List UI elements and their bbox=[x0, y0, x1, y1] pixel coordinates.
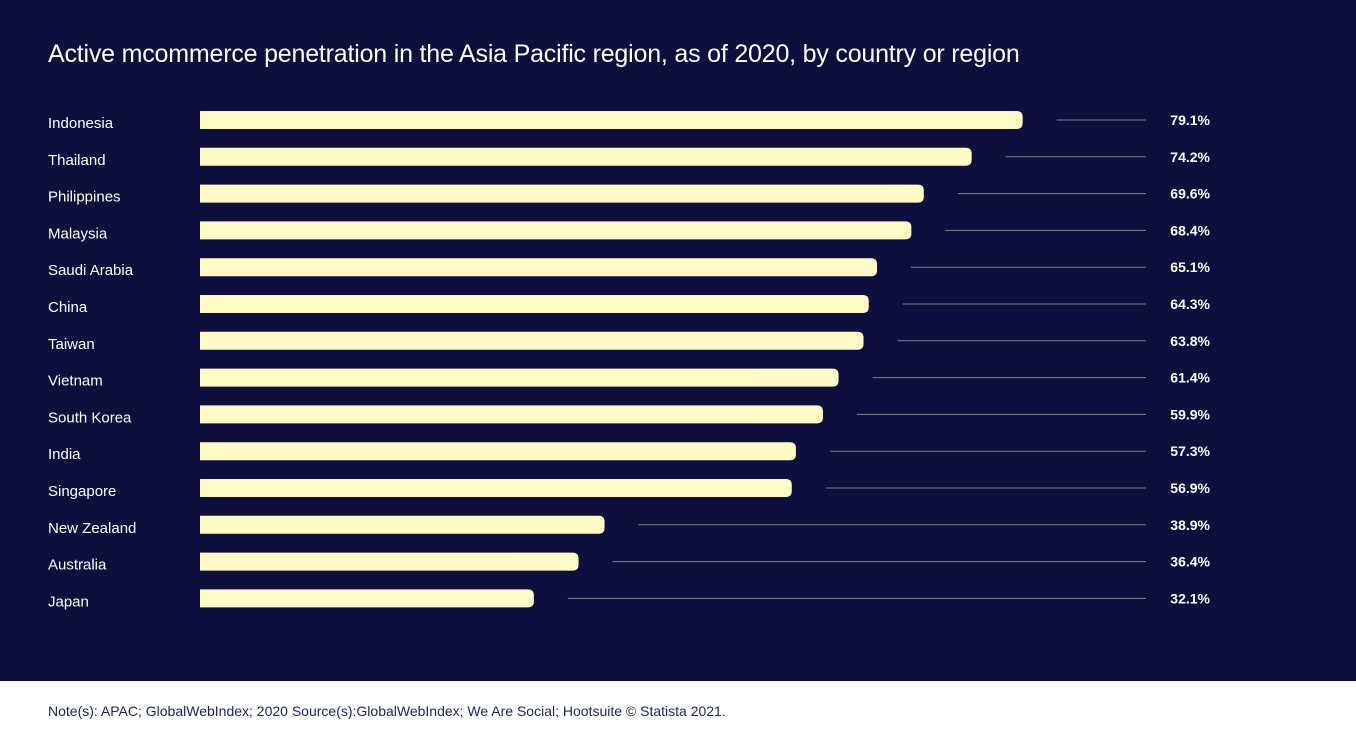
data-label: 79.1% bbox=[1170, 112, 1210, 128]
bar bbox=[200, 295, 869, 313]
data-label: 32.1% bbox=[1170, 590, 1210, 606]
data-label: 56.9% bbox=[1170, 480, 1210, 496]
data-label: 68.4% bbox=[1170, 222, 1210, 238]
chart-panel: Active mcommerce penetration in the Asia… bbox=[0, 0, 1356, 681]
data-label: 59.9% bbox=[1170, 406, 1210, 422]
category-label: Singapore bbox=[48, 483, 116, 500]
category-label: China bbox=[48, 299, 88, 316]
category-label: Malaysia bbox=[48, 225, 108, 242]
bar bbox=[200, 331, 864, 350]
bar bbox=[200, 147, 972, 166]
bar bbox=[200, 479, 792, 497]
bar bbox=[200, 184, 924, 203]
category-label: Japan bbox=[48, 593, 89, 610]
data-label: 74.2% bbox=[1170, 149, 1210, 165]
footer-note: Note(s): APAC; GlobalWebIndex; 2020 Sour… bbox=[48, 703, 726, 719]
bar bbox=[200, 442, 796, 461]
category-label: Australia bbox=[48, 557, 107, 574]
bar bbox=[200, 368, 839, 387]
category-label: India bbox=[48, 446, 81, 463]
data-label: 36.4% bbox=[1170, 554, 1210, 570]
bar bbox=[200, 221, 912, 240]
data-label: 57.3% bbox=[1170, 443, 1210, 459]
bar bbox=[200, 405, 823, 424]
category-label: Taiwan bbox=[48, 336, 95, 353]
data-label: 69.6% bbox=[1170, 186, 1210, 202]
data-label: 65.1% bbox=[1170, 259, 1210, 275]
category-label: New Zealand bbox=[48, 520, 136, 537]
category-label: Indonesia bbox=[48, 115, 114, 132]
data-label: 64.3% bbox=[1170, 296, 1210, 312]
category-label: South Korea bbox=[48, 409, 132, 426]
data-label: 38.9% bbox=[1170, 517, 1210, 533]
data-label: 61.4% bbox=[1170, 370, 1210, 386]
bar bbox=[200, 589, 534, 608]
category-label: Vietnam bbox=[48, 373, 103, 390]
category-label: Saudi Arabia bbox=[48, 262, 134, 279]
bar bbox=[200, 552, 579, 571]
bar bbox=[200, 111, 1023, 129]
bar-chart: Indonesia 79.1% Thailand 74.2% Philippines 69… bbox=[48, 111, 1211, 610]
chart-title: Active mcommerce penetration in the Asia… bbox=[48, 40, 1020, 68]
data-label: 63.8% bbox=[1170, 333, 1210, 349]
category-label: Thailand bbox=[48, 152, 106, 169]
category-label: Philippines bbox=[48, 189, 121, 206]
bar bbox=[200, 515, 605, 534]
bar bbox=[200, 258, 878, 277]
